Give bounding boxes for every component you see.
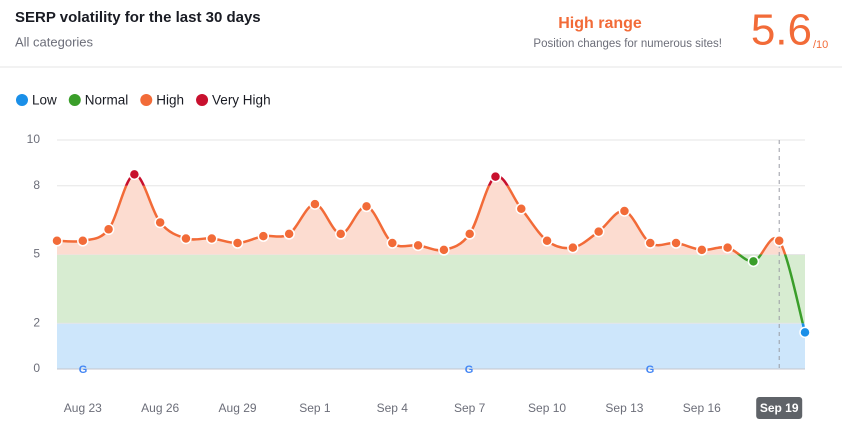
legend-swatch xyxy=(196,94,209,106)
range-note: Position changes for numerous sites! xyxy=(533,38,722,50)
legend-label: High xyxy=(156,93,184,108)
point xyxy=(360,200,373,213)
point xyxy=(721,241,734,254)
x-tick-label: Aug 23 xyxy=(64,401,102,415)
point xyxy=(231,237,244,249)
x-tick-label: Sep 13 xyxy=(605,401,643,415)
point xyxy=(412,239,424,252)
point xyxy=(206,232,218,245)
y-tick-label: 5 xyxy=(33,247,40,261)
legend-swatch xyxy=(68,94,81,106)
legend-label: Very High xyxy=(212,93,271,108)
y-tick-label: 8 xyxy=(33,178,40,192)
google-icon: G xyxy=(79,364,88,376)
point xyxy=(257,230,270,242)
point xyxy=(51,235,63,247)
x-tick-label: Sep 16 xyxy=(683,401,721,415)
range-title: High range xyxy=(558,15,642,32)
point xyxy=(515,202,528,215)
x-tick-label: Sep 19 xyxy=(760,401,799,415)
point xyxy=(747,255,760,268)
point xyxy=(567,241,579,254)
y-tick-label: 2 xyxy=(33,315,40,329)
legend-label: Low xyxy=(32,93,57,108)
point xyxy=(128,168,141,181)
point xyxy=(799,326,811,339)
y-tick-label: 10 xyxy=(27,132,41,146)
x-tick-label: Aug 29 xyxy=(219,401,257,415)
point xyxy=(334,228,347,240)
point xyxy=(592,225,605,238)
x-tick-label: Sep 7 xyxy=(454,401,486,415)
point xyxy=(102,223,115,236)
point xyxy=(386,237,399,249)
point xyxy=(154,216,166,229)
google-updates: G G G xyxy=(79,364,655,376)
point xyxy=(541,235,553,247)
google-icon: G xyxy=(465,364,474,376)
point xyxy=(670,237,682,249)
band-low xyxy=(57,323,805,369)
band-normal xyxy=(57,254,805,324)
legend-label: Normal xyxy=(85,93,129,108)
point xyxy=(618,205,631,217)
legend-swatch xyxy=(140,94,153,106)
subtitle: All categories xyxy=(15,34,94,49)
point xyxy=(463,228,476,240)
point xyxy=(696,244,708,256)
google-icon: G xyxy=(646,364,655,376)
point xyxy=(180,232,192,245)
area-high xyxy=(57,174,805,255)
point xyxy=(773,235,785,247)
y-tick-label: 0 xyxy=(33,361,40,375)
x-tick-label: Aug 26 xyxy=(141,401,179,415)
point xyxy=(77,235,89,247)
x-tick-label: Sep 1 xyxy=(299,401,331,415)
score-suffix: /10 xyxy=(813,39,828,51)
legend-swatch xyxy=(16,94,28,106)
point xyxy=(283,228,295,240)
point xyxy=(644,237,656,249)
current-day-badge xyxy=(756,397,803,419)
x-tick-label: Sep 10 xyxy=(528,401,566,415)
chart-title: SERP volatility for the last 30 days xyxy=(15,9,261,26)
point xyxy=(489,170,502,183)
point xyxy=(309,198,321,210)
point xyxy=(438,244,450,256)
score: 5.6 xyxy=(751,6,812,55)
x-tick-label: Sep 4 xyxy=(377,401,409,415)
